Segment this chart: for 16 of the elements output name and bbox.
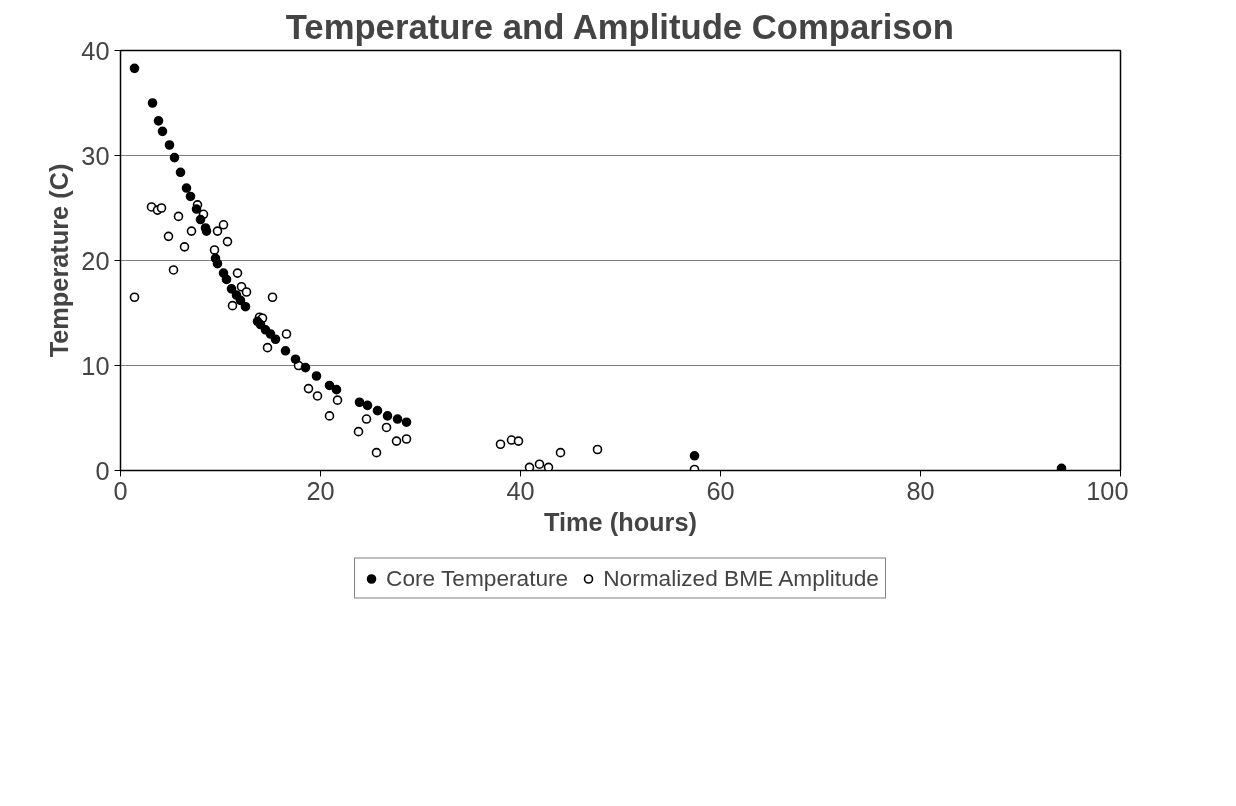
x-tick-label: 40 — [506, 476, 535, 505]
x-axis-title: Time (hours) — [544, 507, 697, 536]
y-tick-label: 0 — [95, 456, 110, 485]
x-tick-label: 0 — [113, 476, 128, 505]
y-tick-label: 20 — [81, 246, 110, 275]
legend-label: Normalized BME Amplitude — [603, 564, 879, 592]
x-tick-label: 100 — [1086, 476, 1129, 505]
x-tick-label: 80 — [906, 476, 935, 505]
y-axis-title: Temperature (C) — [45, 163, 74, 358]
chart-title: Temperature and Amplitude Comparison — [285, 7, 954, 46]
y-tick-label: 10 — [81, 351, 110, 380]
x-tick-label: 60 — [706, 476, 735, 505]
y-tick-label: 40 — [81, 36, 110, 65]
y-tick-label: 30 — [81, 141, 110, 170]
legend-label: Core Temperature — [386, 564, 569, 592]
x-tick-label: 20 — [306, 476, 335, 505]
